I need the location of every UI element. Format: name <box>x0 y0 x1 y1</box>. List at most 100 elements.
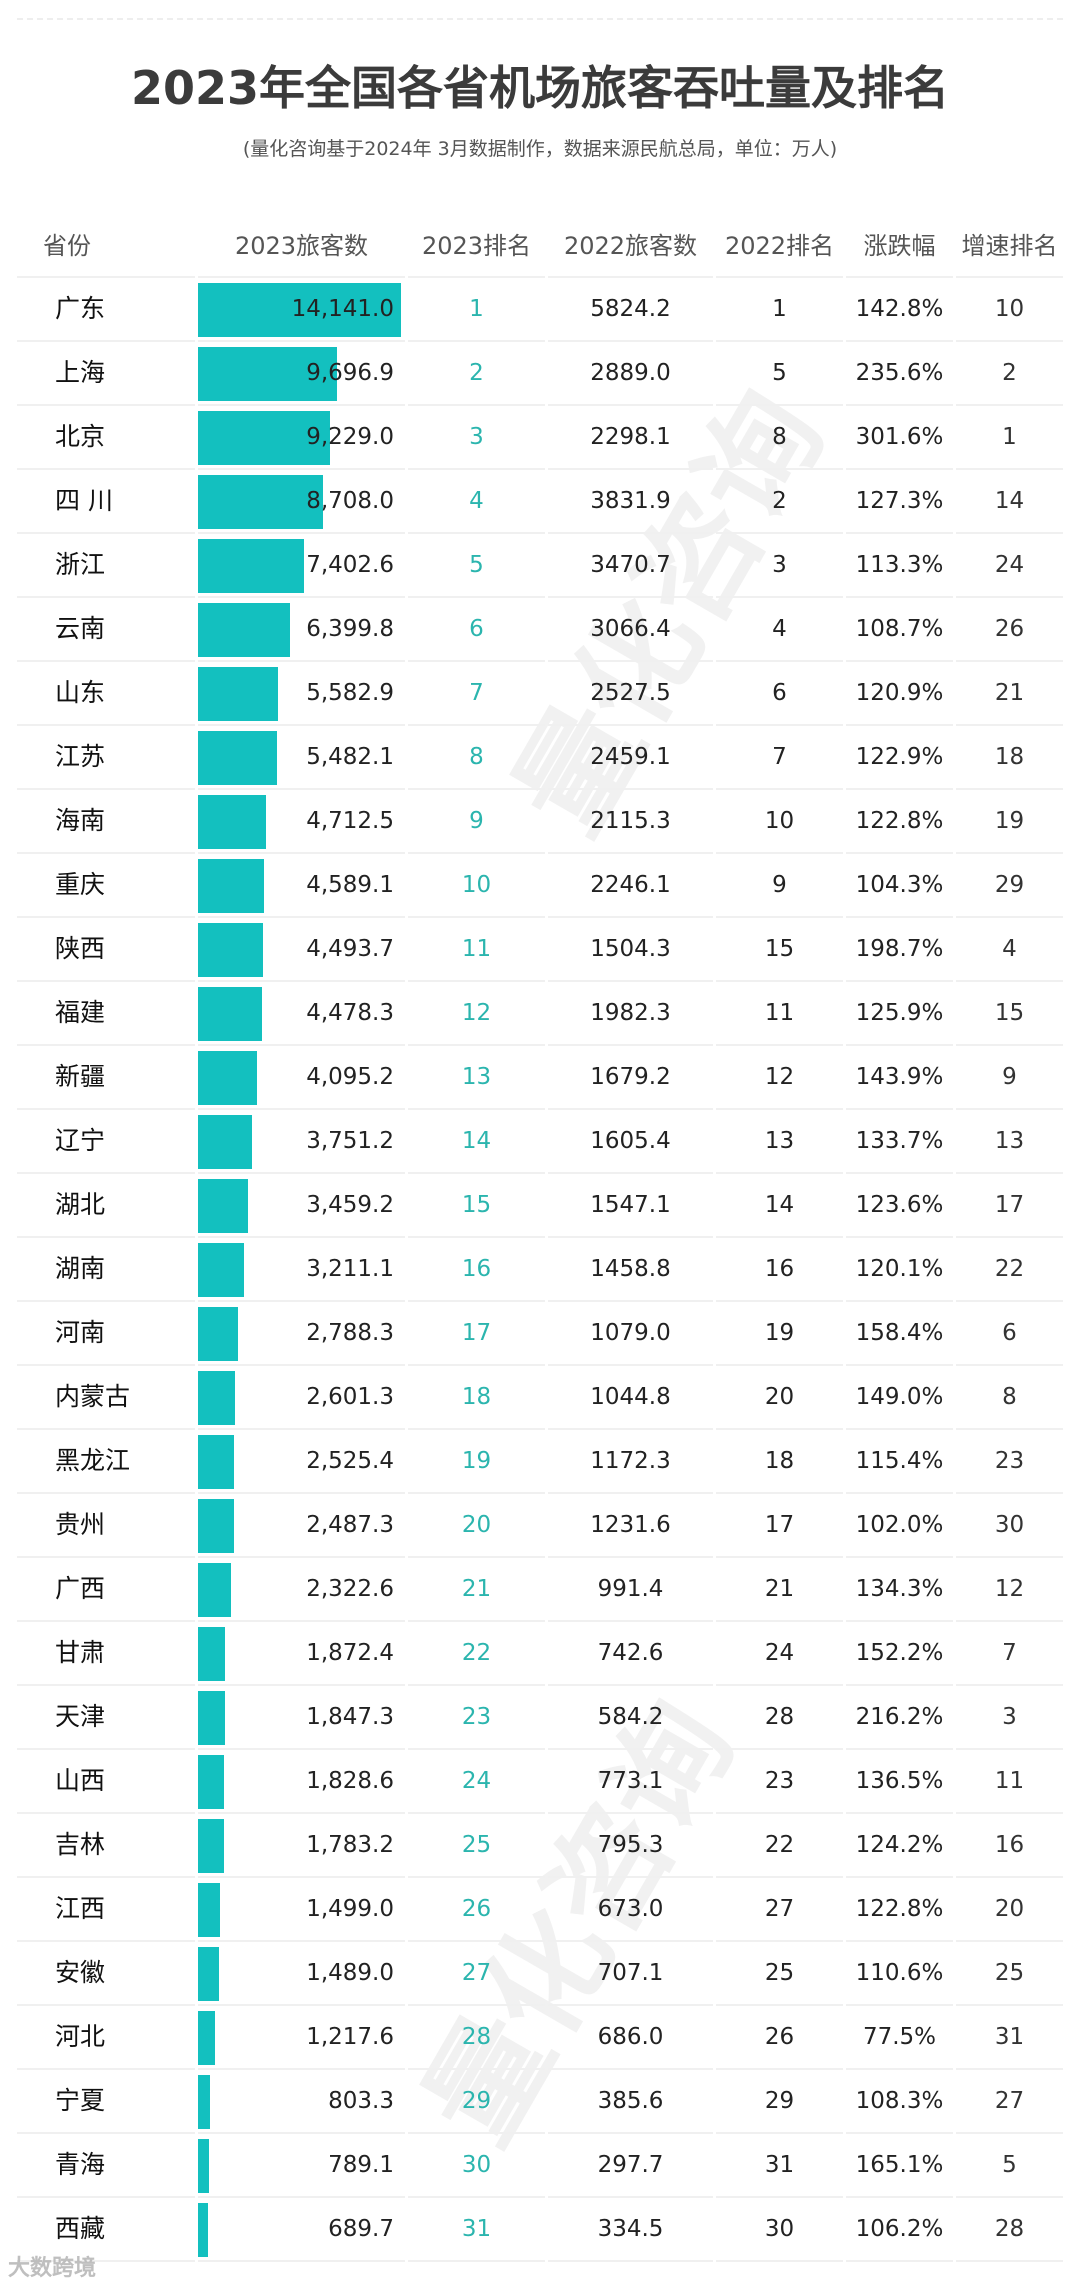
province-cell: 安徽 <box>55 1958 106 1987</box>
growth-rank-cell: 14 <box>994 488 1025 514</box>
pax2022-cell: 2115.3 <box>590 808 671 834</box>
pax2023-cell: 3,459.2 <box>306 1192 394 1218</box>
growth-rank-cell: 7 <box>1002 1640 1017 1666</box>
passenger-bar <box>198 1883 220 1937</box>
row-separator <box>846 1108 953 1110</box>
row-separator <box>956 404 1063 406</box>
row-separator <box>408 404 545 406</box>
row-separator <box>716 1428 843 1430</box>
row-separator <box>716 2132 843 2134</box>
table-row: 吉林 1,783.2 25 795.3 22 124.2% 16 <box>17 1812 1063 1876</box>
row-separator <box>408 2196 545 2198</box>
row-separator <box>956 468 1063 470</box>
row-separator <box>956 660 1063 662</box>
row-separator <box>956 1428 1063 1430</box>
row-separator <box>548 1940 713 1942</box>
row-separator <box>17 276 195 278</box>
rank2023-cell: 12 <box>461 1000 492 1026</box>
rank2023-cell: 5 <box>469 552 484 578</box>
change-cell: 104.3% <box>855 872 944 898</box>
row-separator <box>716 724 843 726</box>
rank2023-cell: 21 <box>461 1576 492 1602</box>
rank2023-cell: 15 <box>461 1192 492 1218</box>
passenger-bar <box>198 603 290 657</box>
row-separator <box>716 1364 843 1366</box>
row-separator <box>408 2260 545 2262</box>
rank2023-cell: 26 <box>461 1896 492 1922</box>
rank2022-cell: 7 <box>772 744 787 770</box>
row-separator <box>17 1428 195 1430</box>
rank2022-cell: 8 <box>772 424 787 450</box>
row-separator <box>548 1748 713 1750</box>
rank2022-cell: 27 <box>764 1896 795 1922</box>
row-separator <box>17 724 195 726</box>
table-row: 江苏 5,482.1 8 2459.1 7 122.9% 18 <box>17 724 1063 788</box>
pax2022-cell: 584.2 <box>597 1704 664 1730</box>
row-separator <box>408 1748 545 1750</box>
pax2022-cell: 795.3 <box>597 1832 664 1858</box>
province-cell: 河北 <box>55 2022 106 2051</box>
pax2023-cell: 1,489.0 <box>306 1960 394 1986</box>
pax2022-cell: 3066.4 <box>590 616 671 642</box>
growth-rank-cell: 11 <box>994 1768 1025 1794</box>
province-cell: 甘肃 <box>55 1638 106 1667</box>
row-separator <box>846 596 953 598</box>
province-cell: 黑龙江 <box>55 1446 131 1475</box>
row-separator <box>548 1300 713 1302</box>
growth-rank-cell: 3 <box>1002 1704 1017 1730</box>
row-separator <box>198 1684 405 1686</box>
growth-rank-cell: 31 <box>994 2024 1025 2050</box>
row-separator <box>956 916 1063 918</box>
pax2023-cell: 5,482.1 <box>306 744 394 770</box>
rank2022-cell: 11 <box>764 1000 795 1026</box>
pax2023-cell: 2,601.3 <box>306 1384 394 1410</box>
row-separator <box>548 724 713 726</box>
row-separator <box>548 468 713 470</box>
row-separator <box>198 532 405 534</box>
row-separator <box>408 1236 545 1238</box>
rank2022-cell: 3 <box>772 552 787 578</box>
table-row: 云南 6,399.8 6 3066.4 4 108.7% 26 <box>17 596 1063 660</box>
change-cell: 165.1% <box>855 2152 944 2178</box>
pax2023-cell: 6,399.8 <box>306 616 394 642</box>
row-separator <box>956 2004 1063 2006</box>
rank2022-cell: 16 <box>764 1256 795 1282</box>
row-separator <box>408 468 545 470</box>
table-row: 湖北 3,459.2 15 1547.1 14 123.6% 17 <box>17 1172 1063 1236</box>
row-separator <box>956 532 1063 534</box>
row-separator <box>716 1620 843 1622</box>
passenger-bar <box>198 539 304 593</box>
row-separator <box>846 660 953 662</box>
passenger-bar <box>198 923 263 977</box>
row-separator <box>846 1684 953 1686</box>
change-cell: 198.7% <box>855 936 944 962</box>
table-row: 陕西 4,493.7 11 1504.3 15 198.7% 4 <box>17 916 1063 980</box>
data-table: 省份 2023旅客数 2023排名 2022旅客数 2022排名 涨跌幅 增速排… <box>17 216 1063 2262</box>
rank2022-cell: 1 <box>772 296 787 322</box>
row-separator <box>956 1492 1063 1494</box>
row-separator <box>548 1812 713 1814</box>
row-separator <box>716 1236 843 1238</box>
row-separator <box>548 2132 713 2134</box>
header-growth-rank: 增速排名 <box>961 232 1058 260</box>
province-cell: 江西 <box>55 1894 106 1923</box>
row-separator <box>548 2004 713 2006</box>
table-row: 西藏 689.7 31 334.5 30 106.2% 28 <box>17 2196 1063 2260</box>
row-separator <box>956 1748 1063 1750</box>
rank2022-cell: 12 <box>764 1064 795 1090</box>
pax2023-cell: 1,872.4 <box>306 1640 394 1666</box>
passenger-bar <box>198 1819 224 1873</box>
row-separator <box>198 1172 405 1174</box>
row-separator <box>846 340 953 342</box>
pax2023-cell: 9,696.9 <box>306 360 394 386</box>
row-separator <box>846 2132 953 2134</box>
growth-rank-cell: 6 <box>1002 1320 1017 1346</box>
province-cell: 宁夏 <box>55 2086 106 2115</box>
row-separator <box>408 1108 545 1110</box>
row-separator <box>716 1684 843 1686</box>
pax2022-cell: 1172.3 <box>590 1448 671 1474</box>
growth-rank-cell: 1 <box>1002 424 1017 450</box>
rank2022-cell: 20 <box>764 1384 795 1410</box>
rank2022-cell: 5 <box>772 360 787 386</box>
passenger-bar <box>198 1307 238 1361</box>
